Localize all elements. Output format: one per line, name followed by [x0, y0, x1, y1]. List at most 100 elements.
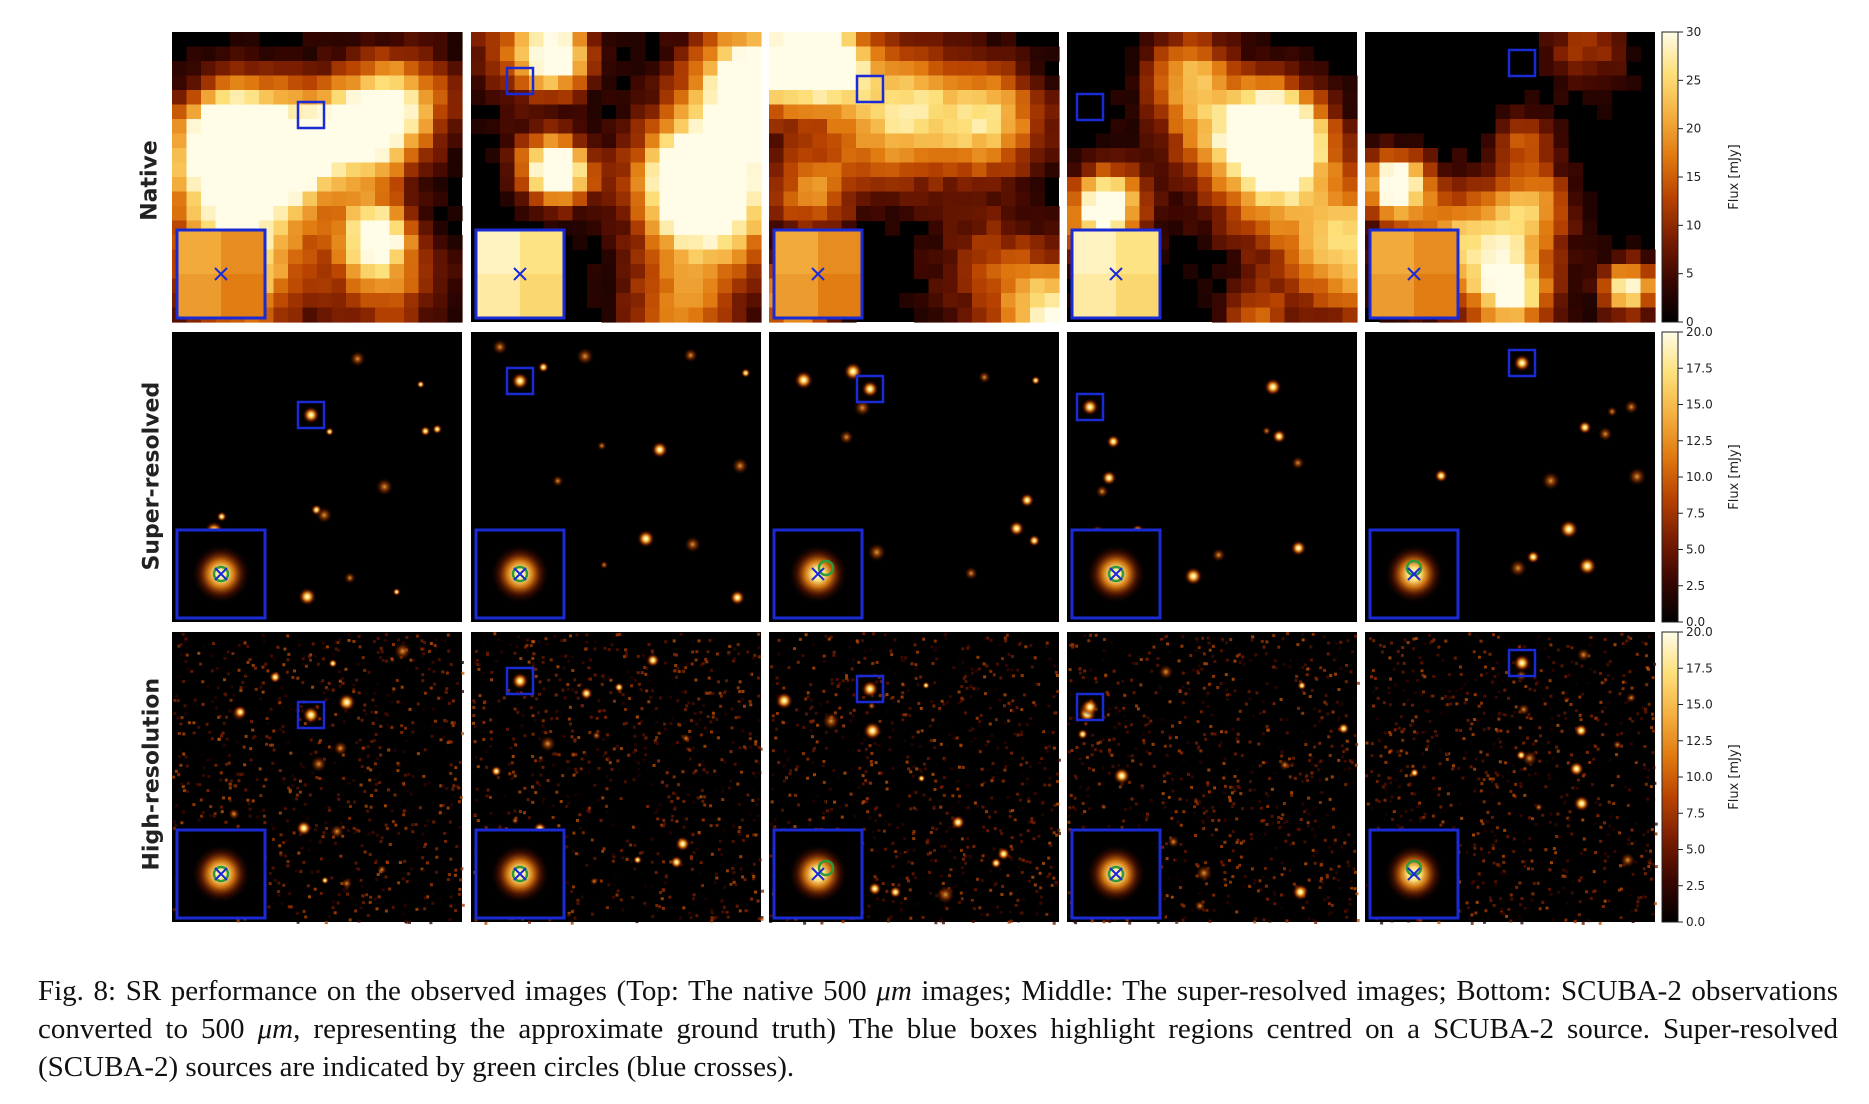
row-label-super-resolved: Super-resolved	[139, 381, 165, 571]
sr-source-circle	[511, 865, 529, 883]
row-label-native: Native	[137, 140, 163, 221]
colorbar-tick-label: 0	[1686, 315, 1694, 329]
inset-box	[1368, 828, 1460, 920]
panel-r1-c2	[471, 32, 762, 323]
colorbar-tick-label: 15.0	[1686, 398, 1713, 412]
sr-source-circle	[511, 565, 529, 583]
scuba2-cross	[1109, 867, 1123, 881]
scuba2-cross	[811, 567, 825, 581]
scuba2-cross	[1407, 267, 1421, 281]
scuba2-cross	[214, 567, 228, 581]
colorbar-tick-label: 7.5	[1686, 506, 1705, 520]
inset-box	[1070, 228, 1162, 320]
sr-source-circle	[1107, 565, 1125, 583]
colorbar-tick-label: 15.0	[1686, 698, 1713, 712]
highlight-box	[855, 74, 885, 104]
highlight-box	[1075, 92, 1105, 122]
inset-box	[474, 828, 566, 920]
highlight-box	[855, 374, 885, 404]
inset-box	[772, 228, 864, 320]
highlight-box	[1507, 648, 1537, 678]
figure-caption: Fig. 8: SR performance on the observed i…	[38, 972, 1838, 1086]
highlight-box	[505, 66, 535, 96]
panel-r2-c4	[1067, 332, 1357, 622]
inset-box	[474, 528, 566, 620]
highlight-box	[1075, 392, 1105, 422]
colorbar-tick-label: 30	[1686, 25, 1701, 39]
sr-source-circle	[817, 559, 835, 577]
scuba2-cross	[1109, 267, 1123, 281]
caption-text-3: , representing the approximate ground tr…	[38, 1013, 1838, 1083]
panel-r3-c4	[1067, 632, 1360, 925]
caption-unit-2: μm	[257, 1013, 294, 1045]
colorbar-tick-label: 20.0	[1686, 625, 1713, 639]
colorbar-tick-label: 17.5	[1686, 661, 1713, 675]
highlight-box	[505, 366, 535, 396]
panel-r1-c4	[1067, 32, 1358, 323]
inset-box	[1070, 828, 1162, 920]
panel-r2-c2	[471, 332, 761, 622]
highlight-box	[505, 666, 535, 696]
scuba2-cross	[1407, 567, 1421, 581]
inset-box	[772, 528, 864, 620]
colorbar-row-1: 0 5 10 15 20 25 30 Flux [mJy]	[1661, 25, 1742, 329]
inset-box	[474, 228, 566, 320]
sr-source-circle	[212, 565, 230, 583]
scuba2-cross	[811, 867, 825, 881]
colorbar-tick-label: 12.5	[1686, 734, 1713, 748]
panel-r2-c5	[1365, 332, 1655, 622]
panel-r3-c5	[1365, 632, 1658, 925]
sr-source-circle	[817, 859, 835, 877]
colorbar-tick-label: 10.0	[1686, 470, 1713, 484]
colorbar-label: Flux [mJy]	[1727, 744, 1742, 810]
inset-box	[175, 228, 267, 320]
highlight-box	[296, 100, 326, 130]
colorbar-tick-label: 25	[1686, 73, 1701, 87]
highlight-box	[1075, 692, 1105, 722]
colorbar-tick-label: 2.5	[1686, 579, 1705, 593]
highlight-box	[296, 700, 326, 730]
colorbar-tick-label: 12.5	[1686, 434, 1713, 448]
colorbar-tick-label: 15	[1686, 170, 1701, 184]
colorbar-tick-label: 20	[1686, 122, 1701, 136]
sr-source-circle	[1107, 865, 1125, 883]
scuba2-cross	[513, 867, 527, 881]
panel-r1-c5	[1365, 32, 1656, 323]
colorbar-tick-label: 0.0	[1686, 915, 1705, 929]
colorbar-tick-label: 7.5	[1686, 806, 1705, 820]
colorbar-tick-label: 10	[1686, 218, 1701, 232]
panel-r1-c1	[172, 32, 463, 323]
colorbar-label: Flux [mJy]	[1727, 144, 1742, 210]
figure-panels: 0 5 10 15 20 25 30 Flux [mJy] 0.0 2.5 5.0 7.5 10.0 12…	[172, 25, 1742, 929]
scuba2-cross	[1109, 567, 1123, 581]
inset-box	[772, 828, 864, 920]
scuba2-cross	[513, 567, 527, 581]
scuba2-cross	[811, 267, 825, 281]
figure: 0 5 10 15 20 25 30 Flux [mJy] 0.0 2.5 5.0 7.5 10.0 12…	[137, 25, 1743, 929]
colorbar-row-2: 0.0 2.5 5.0 7.5 10.0 12.5 15.0 17.5 20.0 Flux [mJ…	[1661, 325, 1742, 629]
colorbar-tick-label: 10.0	[1686, 770, 1713, 784]
inset-box	[175, 528, 267, 620]
caption-fig-label: Fig. 8:	[38, 975, 117, 1007]
scuba2-cross	[1407, 867, 1421, 881]
panel-r3-c2	[471, 632, 764, 925]
colorbar-tick-label: 2.5	[1686, 879, 1705, 893]
panel-r3-c1	[172, 632, 465, 925]
colorbar-tick-label: 5	[1686, 267, 1694, 281]
row-label-high-resolution: High-resolution	[139, 677, 165, 871]
highlight-box	[855, 674, 885, 704]
caption-text-2: images; Middle: The super-resolved image…	[38, 975, 1839, 1045]
scuba2-cross	[214, 867, 228, 881]
inset-box	[1368, 528, 1460, 620]
highlight-box	[296, 400, 326, 430]
highlight-box	[1507, 48, 1537, 78]
inset-box	[1368, 228, 1460, 320]
colorbar-tick-label: 5.0	[1686, 843, 1705, 857]
caption-unit-1: μm	[876, 975, 912, 1007]
colorbar-tick-label: 17.5	[1686, 361, 1713, 375]
colorbar-label: Flux [mJy]	[1727, 444, 1742, 510]
scuba2-cross	[214, 267, 228, 281]
sr-source-circle	[212, 865, 230, 883]
scuba2-cross	[513, 267, 527, 281]
highlight-box	[1507, 348, 1537, 378]
